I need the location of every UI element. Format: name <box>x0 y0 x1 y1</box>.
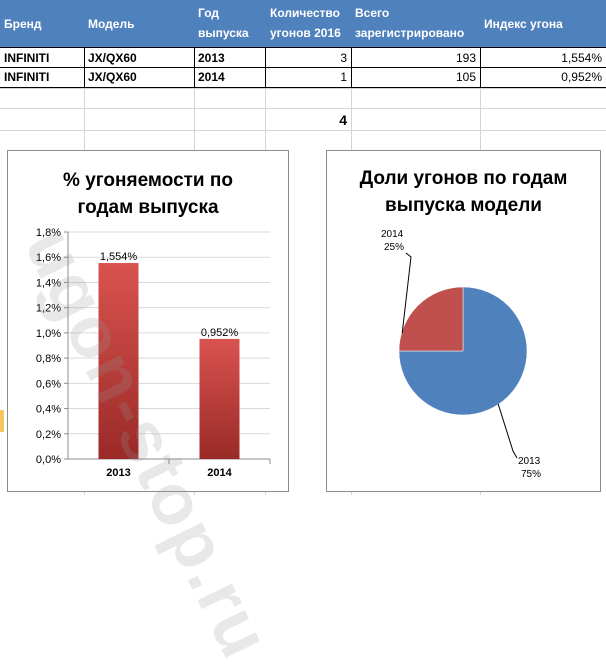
header-year-line2: выпуска <box>198 26 249 40</box>
pie-chart-title: Доли угонов по годам выпуска модели <box>327 165 600 219</box>
cell-count[interactable]: 3 <box>340 51 347 65</box>
y-tick-label: 0,6% <box>36 378 61 390</box>
header-count-line1: Количество <box>270 6 340 20</box>
bar-chart-panel[interactable]: % угоняемости по годам выпуска 0,0% 0,2% 0… <box>7 150 289 492</box>
total-count-cell[interactable]: 4 <box>339 112 347 128</box>
y-tick-label: 0,2% <box>36 429 61 441</box>
cell-border <box>351 47 352 88</box>
y-tick-label: 0,4% <box>36 404 61 416</box>
cell-year[interactable]: 2013 <box>198 51 225 65</box>
pie-label-percent: 25% <box>384 242 404 253</box>
header-brand[interactable]: Бренд <box>0 0 84 47</box>
y-tick-label: 0,8% <box>36 353 61 365</box>
bar-data-label: 1,554% <box>100 251 138 263</box>
bar-chart-title-line1: % угоняемости по <box>63 170 233 191</box>
x-tick-label: 2014 <box>207 467 232 479</box>
cell-brand[interactable]: INFINITI <box>4 70 50 84</box>
cell-model[interactable]: JX/QX60 <box>88 70 137 84</box>
y-tick-label: 1,6% <box>36 252 61 264</box>
header-registered-line1: Всего <box>355 6 390 20</box>
grid-row-line <box>0 130 606 131</box>
pie-label-category: 2013 <box>518 456 541 467</box>
cell-border <box>265 47 266 88</box>
pie-label-percent: 75% <box>521 469 541 480</box>
pie-leader-line <box>497 403 518 459</box>
cell-border <box>480 47 481 88</box>
bar-chart-plot: 0,0% 0,2% 0,4% 0,6% 0,8% 1,0% 1,2% 1,4% 1,6% 1,8%… <box>36 227 271 479</box>
grid-row-line <box>0 88 606 89</box>
bar-chart-title: % угоняемости по годам выпуска <box>8 167 288 221</box>
row-border <box>0 47 606 48</box>
cell-index[interactable]: 1,554% <box>561 51 602 65</box>
grid-row-line <box>0 108 606 109</box>
header-brand-label: Бренд <box>4 16 42 31</box>
header-count[interactable]: Количество угонов 2016 <box>265 0 351 47</box>
y-tick-label: 1,0% <box>36 328 61 340</box>
bar <box>98 263 139 459</box>
pie-label-category: 2014 <box>381 229 404 240</box>
y-tick-label: 1,8% <box>36 227 61 239</box>
y-tick-label: 1,2% <box>36 303 61 315</box>
header-model[interactable]: Модель <box>84 0 194 47</box>
cell-border <box>84 47 85 88</box>
header-index[interactable]: Индекс угона <box>480 0 606 47</box>
pie-slice <box>398 286 464 352</box>
table-header <box>0 0 606 47</box>
spreadsheet: Бренд Модель Год выпуска Количество угон… <box>0 0 606 495</box>
cell-border <box>194 47 195 88</box>
cell-brand[interactable]: INFINITI <box>4 51 50 65</box>
x-tick-label: 2013 <box>106 467 130 479</box>
cell-registered[interactable]: 193 <box>455 51 476 65</box>
y-tick-label: 0,0% <box>36 454 61 466</box>
header-registered[interactable]: Всего зарегистрировано <box>351 0 480 47</box>
bar-chart-title-line2: годам выпуска <box>77 197 219 218</box>
header-model-label: Модель <box>88 16 135 31</box>
cell-count[interactable]: 1 <box>340 70 347 84</box>
pie-chart-title-line2: выпуска модели <box>385 195 542 216</box>
cell-year[interactable]: 2014 <box>198 70 225 84</box>
pie-leader-line <box>401 252 412 334</box>
pie-chart-panel[interactable]: Доли угонов по годам выпуска модели 2013… <box>326 150 601 492</box>
cell-model[interactable]: JX/QX60 <box>88 51 137 65</box>
row-border <box>0 67 606 68</box>
pie-slice <box>398 286 528 416</box>
cell-index[interactable]: 0,952% <box>561 70 602 84</box>
header-index-label: Индекс угона <box>484 16 563 31</box>
selection-marker <box>0 410 4 432</box>
header-count-line2: угонов 2016 <box>270 26 341 40</box>
header-year[interactable]: Год выпуска <box>194 0 265 47</box>
pie-chart-plot: 2013 75% 2014 25% <box>381 229 541 480</box>
row-border <box>0 87 606 88</box>
pie-chart-title-line1: Доли угонов по годам <box>359 168 568 189</box>
bar-data-label: 0,952% <box>201 327 239 339</box>
y-tick-label: 1,4% <box>36 277 61 289</box>
header-registered-line2: зарегистрировано <box>355 26 465 40</box>
cell-registered[interactable]: 105 <box>455 70 476 84</box>
header-year-line1: Год <box>198 6 219 20</box>
bar <box>199 338 240 459</box>
